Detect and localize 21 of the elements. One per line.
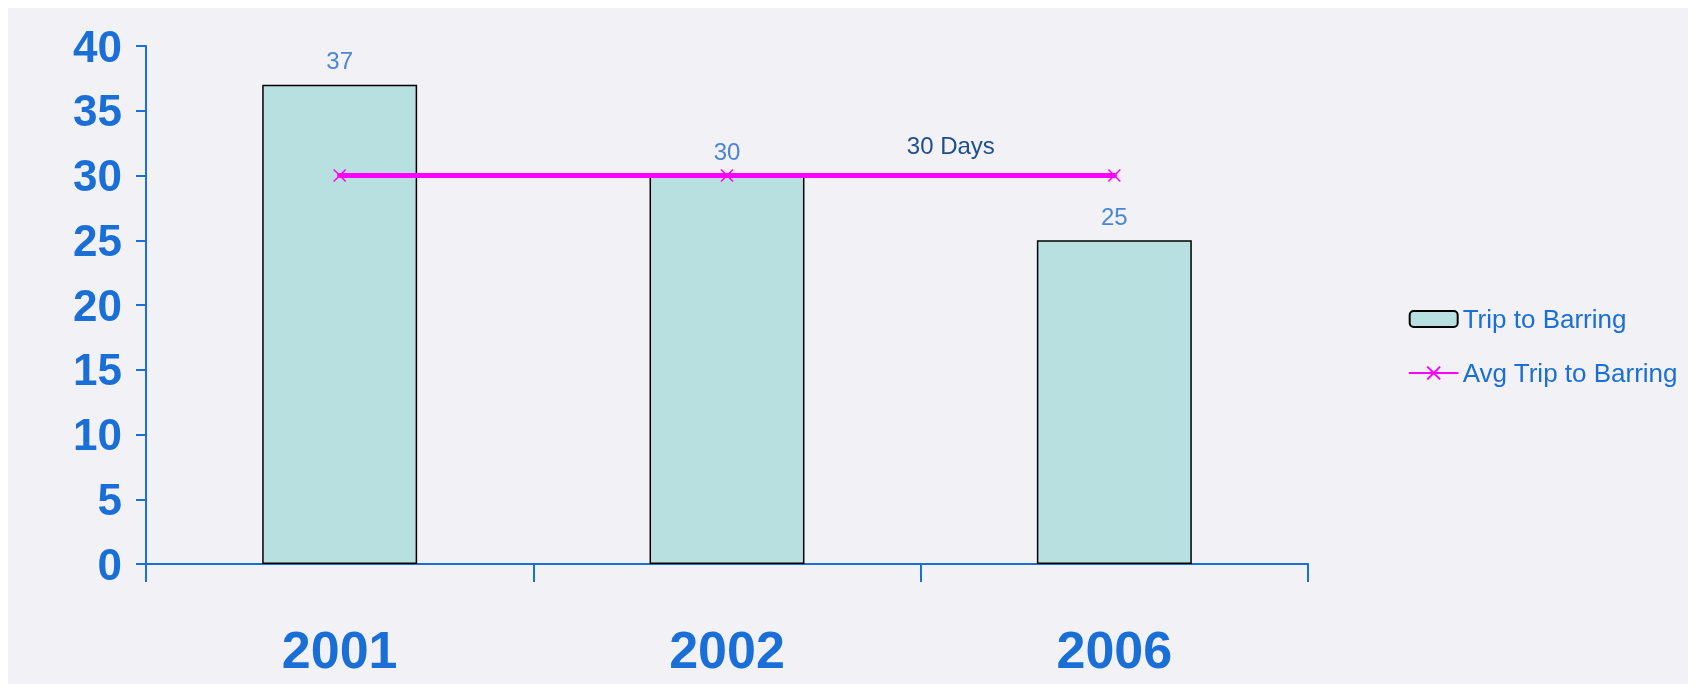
y-tick-label: 10 (73, 410, 122, 459)
x-tick-label: 2006 (1056, 621, 1173, 679)
legend-label: Avg Trip to Barring (1462, 358, 1678, 388)
y-tick-label: 5 (97, 474, 122, 524)
x-tick-label: 2002 (669, 621, 785, 679)
y-tick-label: 30 (73, 151, 122, 200)
y-tick-label: 35 (73, 86, 122, 136)
y-tick-label: 25 (73, 215, 122, 265)
annotation: 30 Days (906, 131, 995, 159)
x-tick-label: 2001 (281, 621, 398, 679)
data-label: 37 (326, 47, 354, 75)
bar (649, 175, 805, 564)
bar (262, 84, 418, 564)
legend-label: Trip to Barring (1462, 304, 1627, 334)
y-tick-label: 15 (73, 345, 122, 395)
y-tick-label: 20 (73, 280, 122, 330)
data-label: 30 (713, 138, 741, 165)
bar (1036, 240, 1192, 564)
y-tick-label: 40 (73, 21, 122, 71)
data-label: 25 (1100, 202, 1128, 230)
y-tick-label: 0 (97, 539, 122, 589)
